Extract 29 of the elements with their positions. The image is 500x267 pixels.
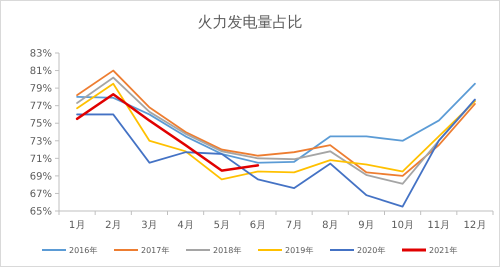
y-tick-label: 83% <box>30 48 52 60</box>
title: 火力发电量占比 <box>198 13 302 31</box>
legend-label: 2018年 <box>213 246 242 255</box>
y-tick-label: 81% <box>30 66 52 78</box>
legend-label: 2017年 <box>141 246 170 255</box>
x-tick-label: 4月 <box>177 220 194 231</box>
x-tick-label: 10月 <box>391 220 414 231</box>
x-tick-label: 9月 <box>358 220 375 231</box>
x-tick-label: 1月 <box>68 220 86 231</box>
legend-label: 2019年 <box>285 246 314 255</box>
y-tick-label: 67% <box>30 188 52 200</box>
y-tick-label: 77% <box>30 101 52 112</box>
y-tick-label: 75% <box>30 118 52 130</box>
x-tick-label: 5月 <box>214 220 230 231</box>
legend-label: 2020年 <box>357 246 386 255</box>
x-tick-label: 12月 <box>464 220 486 231</box>
x-tick-label: 11月 <box>427 220 450 231</box>
x-tick-label: 6月 <box>250 220 266 231</box>
x-tick-label: 8月 <box>322 220 338 231</box>
x-tick-label: 7月 <box>286 220 302 231</box>
y-tick-label: 71% <box>30 154 52 165</box>
y-tick-label: 73% <box>30 136 52 148</box>
y-tick-label: 69% <box>30 171 52 182</box>
y-tick-label: 79% <box>30 84 52 95</box>
x-tick-label: 3月 <box>141 220 158 231</box>
y-tick-label: 65% <box>30 206 52 218</box>
legend-label: 2016年 <box>69 246 98 255</box>
x-tick-label: 2月 <box>105 220 122 231</box>
legend-label: 2021年 <box>429 246 458 255</box>
